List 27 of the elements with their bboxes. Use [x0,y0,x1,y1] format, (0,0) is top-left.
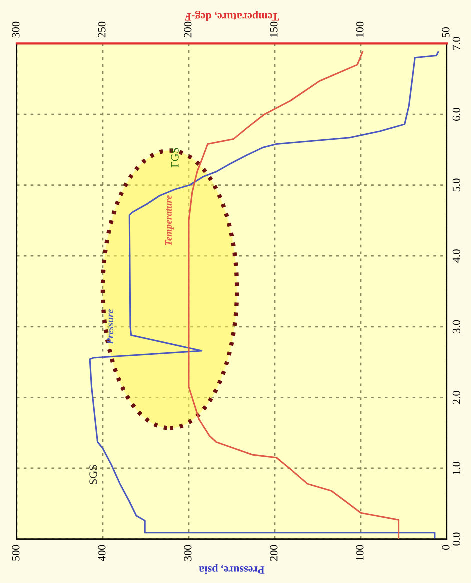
y-tick-label: 2.0 [452,391,460,404]
y-tick-label: 3.0 [452,320,460,334]
x-tick-label: 0 [442,545,450,550]
x2-tick-label: 300 [12,22,20,38]
annotation: FGS [171,148,179,168]
annotation: SGS [90,465,98,484]
x2-axis-title: Temperature, deg-F [185,11,280,22]
x2-tick-label: 50 [442,27,450,38]
y-tick-label: 1.0 [452,462,460,474]
y-tick-label: 4.0 [452,250,460,263]
y-tick-label: 0.0 [452,532,460,546]
y-tick-label: 6.0 [452,108,460,121]
x-tick-label: 500 [12,545,20,561]
x-tick-label: 200 [270,545,278,562]
x2-tick-label: 100 [356,22,364,38]
y-tick-label: 7.0 [452,37,460,50]
x2-tick-label: 150 [270,22,278,38]
x-tick-label: 300 [184,545,192,561]
y-tick-label: 5.0 [452,178,460,192]
x-axis-title: Pressure, psia [199,564,265,574]
x-tick-label: 100 [356,545,364,561]
text: Pressure [107,310,114,344]
x2-tick-label: 250 [98,22,106,38]
line-series [89,51,440,540]
text: Temperature [165,195,174,246]
x-tick-label: 400 [98,545,106,562]
x2-tick-label: 200 [184,22,192,38]
